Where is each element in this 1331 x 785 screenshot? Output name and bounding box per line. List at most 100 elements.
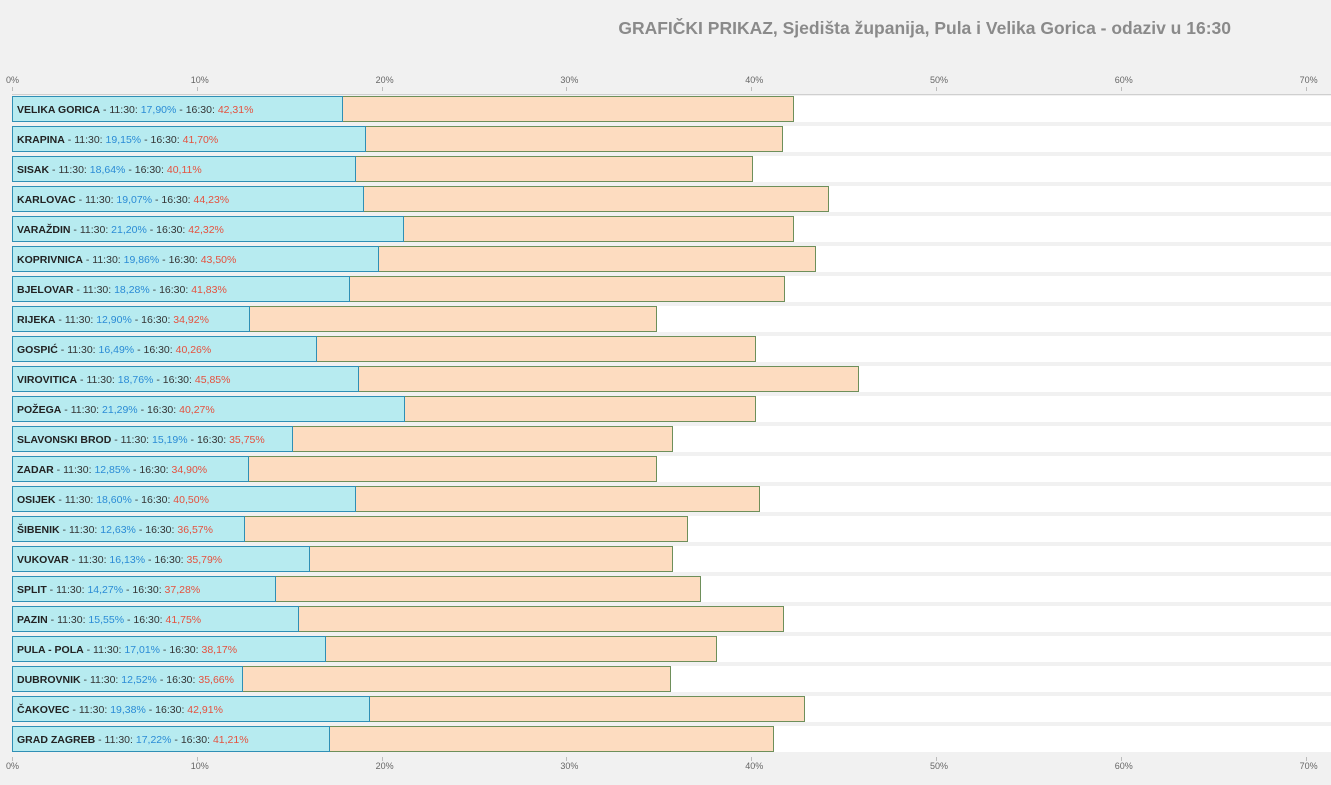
x-tick-mark [196, 87, 198, 91]
chart-row: KRAPINA - 11:30: 19,15% - 16:30: 41,70% [12, 126, 1331, 152]
bar-label: KOPRIVNICA - 11:30: 19,86% - 16:30: 43,5… [17, 246, 236, 272]
time-label: 11:30: [63, 464, 95, 476]
plot-area: VELIKA GORICA - 11:30: 17,90% - 16:30: 4… [12, 94, 1331, 755]
separator: - [130, 464, 140, 476]
x-tick-mark [936, 757, 937, 761]
time-label: 16:30: [133, 614, 166, 626]
bar-label: SLAVONSKI BROD - 11:30: 15,19% - 16:30: … [17, 426, 265, 452]
x-tick-mark [751, 757, 753, 761]
category-name: GOSPIĆ [17, 344, 58, 356]
time-label: 16:30: [168, 254, 201, 266]
category-name: VIROVITICA [17, 374, 78, 386]
x-tick-mark [1120, 757, 1122, 761]
x-tick-mark [1305, 757, 1307, 761]
bar-1130 [12, 606, 300, 632]
x-tick-mark [566, 87, 568, 91]
time-label: 16:30: [180, 734, 213, 746]
time-label: 16:30: [150, 134, 183, 146]
bar-1130 [12, 576, 276, 602]
bar-1130 [12, 636, 327, 662]
separator: - [100, 104, 110, 116]
time-label: 11:30: [67, 344, 99, 356]
bar-label: PAZIN - 11:30: 15,55% - 16:30: 41,75% [17, 606, 201, 632]
value-1130: 15,19% [152, 434, 188, 446]
time-label: 11:30: [86, 374, 118, 386]
value-1130: 15,55% [88, 614, 125, 626]
time-label: 11:30: [82, 284, 115, 296]
bar-label: GOSPIĆ - 11:30: 16,49% - 16:30: 40,26% [17, 336, 211, 362]
x-tick-mark [12, 87, 13, 91]
value-1130: 19,07% [116, 194, 153, 206]
separator: - [123, 584, 133, 596]
value-1630: 40,27% [179, 404, 215, 416]
bar-1130 [12, 246, 379, 272]
chart-row: VARAŽDIN - 11:30: 21,20% - 16:30: 42,32% [12, 216, 1331, 242]
time-label: 11:30: [68, 524, 101, 536]
bar-1130 [12, 486, 356, 512]
separator: - [53, 464, 64, 476]
separator: - [73, 284, 83, 296]
category-name: RIJEKA [17, 314, 56, 326]
x-tick-label: 30% [560, 75, 579, 85]
value-1630: 35,66% [198, 674, 234, 686]
x-tick-label: 40% [745, 761, 764, 771]
separator: - [68, 554, 79, 566]
time-label: 16:30: [161, 194, 194, 206]
chart-row: SISAK - 11:30: 18,64% - 16:30: 40,11% [12, 156, 1331, 182]
chart-row: KARLOVAC - 11:30: 19,07% - 16:30: 44,23% [12, 186, 1331, 212]
time-label: 11:30: [120, 434, 152, 446]
time-label: 16:30: [196, 434, 230, 446]
separator: - [159, 254, 169, 266]
bar-label: KARLOVAC - 11:30: 19,07% - 16:30: 44,23% [17, 186, 229, 212]
time-label: 16:30: [154, 554, 187, 566]
bar-label: VELIKA GORICA - 11:30: 17,90% - 16:30: 4… [17, 96, 253, 122]
value-1130: 21,20% [111, 224, 147, 236]
bar-1130 [12, 306, 251, 332]
bar-label: RIJEKA - 11:30: 12,90% - 16:30: 34,92% [17, 306, 209, 332]
chart-row: POŽEGA - 11:30: 21,29% - 16:30: 40,27% [12, 396, 1331, 422]
bar-1130 [12, 546, 311, 572]
time-label: 11:30: [85, 194, 117, 206]
bar-1130 [12, 156, 357, 182]
time-label: 11:30: [78, 554, 110, 566]
separator: - [95, 734, 105, 746]
bar-label: KRAPINA - 11:30: 19,15% - 16:30: 41,70% [17, 126, 218, 152]
value-1130: 17,90% [140, 104, 177, 116]
separator: - [75, 194, 86, 206]
time-label: 11:30: [79, 224, 112, 236]
separator: - [59, 524, 69, 536]
bar-1130 [12, 666, 244, 692]
value-1130: 18,60% [96, 494, 132, 506]
time-label: 11:30: [70, 404, 103, 416]
separator: - [145, 704, 156, 716]
bar-label: POŽEGA - 11:30: 21,29% - 16:30: 40,27% [17, 396, 215, 422]
category-name: VELIKA GORICA [17, 104, 101, 116]
time-label: 16:30: [159, 284, 192, 296]
chart-row: PULA - POLA - 11:30: 17,01% - 16:30: 38,… [12, 636, 1331, 662]
bar-label: SPLIT - 11:30: 14,27% - 16:30: 37,28% [17, 576, 200, 602]
time-label: 11:30: [64, 494, 97, 506]
chart-row: SLAVONSKI BROD - 11:30: 15,19% - 16:30: … [12, 426, 1331, 452]
bar-label: GRAD ZAGREB - 11:30: 17,22% - 16:30: 41,… [17, 726, 249, 752]
chart-row: OSIJEK - 11:30: 18,60% - 16:30: 40,50% [12, 486, 1331, 512]
category-name: KOPRIVNICA [17, 254, 83, 266]
category-name: KRAPINA [17, 134, 65, 146]
chart-row: VUKOVAR - 11:30: 16,13% - 16:30: 35,79% [12, 546, 1331, 572]
time-label: 16:30: [169, 644, 202, 656]
value-1630: 35,75% [229, 434, 265, 446]
separator: - [176, 104, 186, 116]
bar-1130 [12, 696, 371, 722]
separator: - [82, 254, 93, 266]
time-label: 16:30: [141, 314, 174, 326]
x-tick-mark [566, 757, 568, 761]
value-1630: 42,91% [187, 704, 223, 716]
separator: - [55, 494, 65, 506]
value-1130: 18,28% [114, 284, 150, 296]
x-tick-mark [12, 757, 13, 761]
bar-label: VIROVITICA - 11:30: 18,76% - 16:30: 45,8… [17, 366, 231, 392]
x-tick-label: 0% [6, 761, 20, 771]
bar-1130 [12, 96, 343, 122]
x-tick-label: 50% [930, 75, 949, 85]
bar-label: ČAKOVEC - 11:30: 19,38% - 16:30: 42,91% [17, 696, 223, 722]
bar-label: OSIJEK - 11:30: 18,60% - 16:30: 40,50% [17, 486, 209, 512]
